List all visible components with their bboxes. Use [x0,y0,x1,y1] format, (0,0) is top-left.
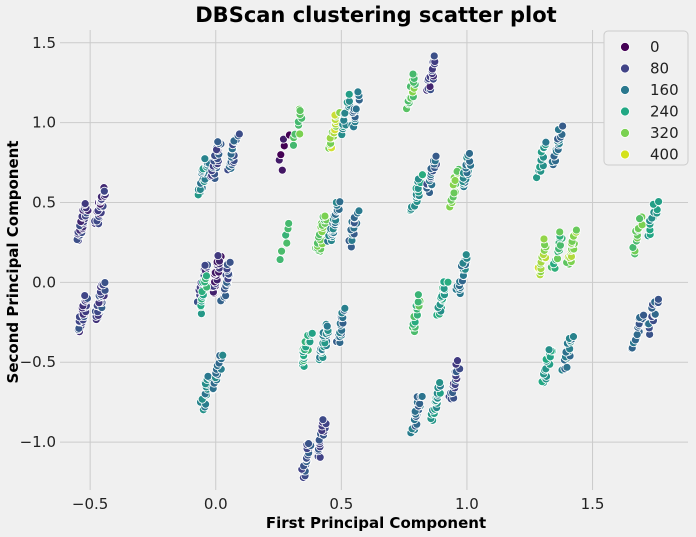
data-point [282,238,292,248]
data-point [322,321,332,331]
data-point [418,170,427,180]
data-point [275,255,285,264]
data-point [465,149,474,158]
legend-marker [620,63,630,74]
data-point [354,206,364,216]
y-tick-label: 1.0 [32,114,56,132]
data-point [417,392,427,401]
data-point [449,188,459,198]
data-point [99,186,109,196]
data-point [555,227,565,237]
data-point [80,199,90,209]
x-tick-label: 0.5 [329,495,353,513]
legend-label: 80 [650,60,669,78]
data-points [72,51,663,482]
data-point [413,290,423,300]
data-point [429,51,439,61]
data-point [562,362,572,372]
data-point [218,350,228,360]
data-point [544,345,554,355]
legend-marker [620,106,630,117]
y-tick-label: 0.5 [32,194,56,212]
data-point [289,140,298,150]
x-axis-label: First Principal Component [266,514,486,532]
data-point [213,251,223,261]
chart-title: DBScan clustering scatter plot [195,3,556,27]
data-point [335,197,345,207]
data-point [639,310,648,320]
legend-label: 240 [650,103,679,121]
data-point [572,225,581,235]
y-tick-label: 1.5 [32,34,56,52]
data-point [344,89,354,99]
data-point [453,356,462,366]
data-point [443,277,453,287]
legend-label: 160 [650,81,679,99]
data-point [450,176,460,185]
x-tick-label: 1.5 [581,495,605,513]
y-tick-label: −1.0 [20,433,56,451]
data-point [569,332,578,342]
data-point [213,137,223,147]
data-point [654,294,663,304]
data-point [353,87,363,97]
data-point [541,137,551,147]
y-tick-label: −0.5 [20,353,56,371]
data-point [234,129,244,139]
data-point [340,303,350,313]
x-tick-label: −0.5 [72,495,108,513]
data-point [632,330,642,340]
legend-marker [620,42,630,52]
data-point [351,104,361,114]
x-tick-label: 1.0 [455,495,479,513]
data-point [431,151,441,161]
data-point [413,297,423,307]
grid-lines [60,30,688,490]
legend: 0 80 160 240 320 400 [603,30,689,166]
data-point [539,234,549,244]
legend-label: 400 [650,146,679,164]
data-point [295,129,305,139]
x-tick-label: 0.0 [204,495,228,513]
data-point [320,211,330,221]
data-point [635,214,644,224]
y-tick-label: 0.0 [32,273,56,291]
data-point [277,165,287,175]
legend-marker [620,85,630,95]
legend-label: 0 [650,38,660,56]
data-point [408,69,418,79]
data-point [284,219,294,228]
data-point [654,197,663,206]
data-point [435,378,445,387]
data-point [279,134,288,144]
data-point [202,271,211,281]
y-axis-label: Second Principal Component [4,141,22,384]
data-point [100,278,110,287]
data-point [80,291,90,300]
data-point [295,106,305,116]
data-point [225,257,235,267]
data-point [200,260,210,270]
data-point [307,328,317,338]
data-point [558,121,568,131]
data-point [461,250,471,260]
data-point [276,150,286,160]
data-point [277,246,286,256]
data-point [203,371,213,381]
data-point [200,154,210,164]
tick-labels: −0.5 0.0 0.5 1.0 1.5 −1.0 −0.5 0.0 0.5 1.0 1.5 [20,34,605,513]
legend-marker [620,128,630,138]
data-point [318,415,328,425]
legend-marker [620,149,630,160]
data-point [304,439,313,449]
legend-label: 320 [650,124,679,142]
